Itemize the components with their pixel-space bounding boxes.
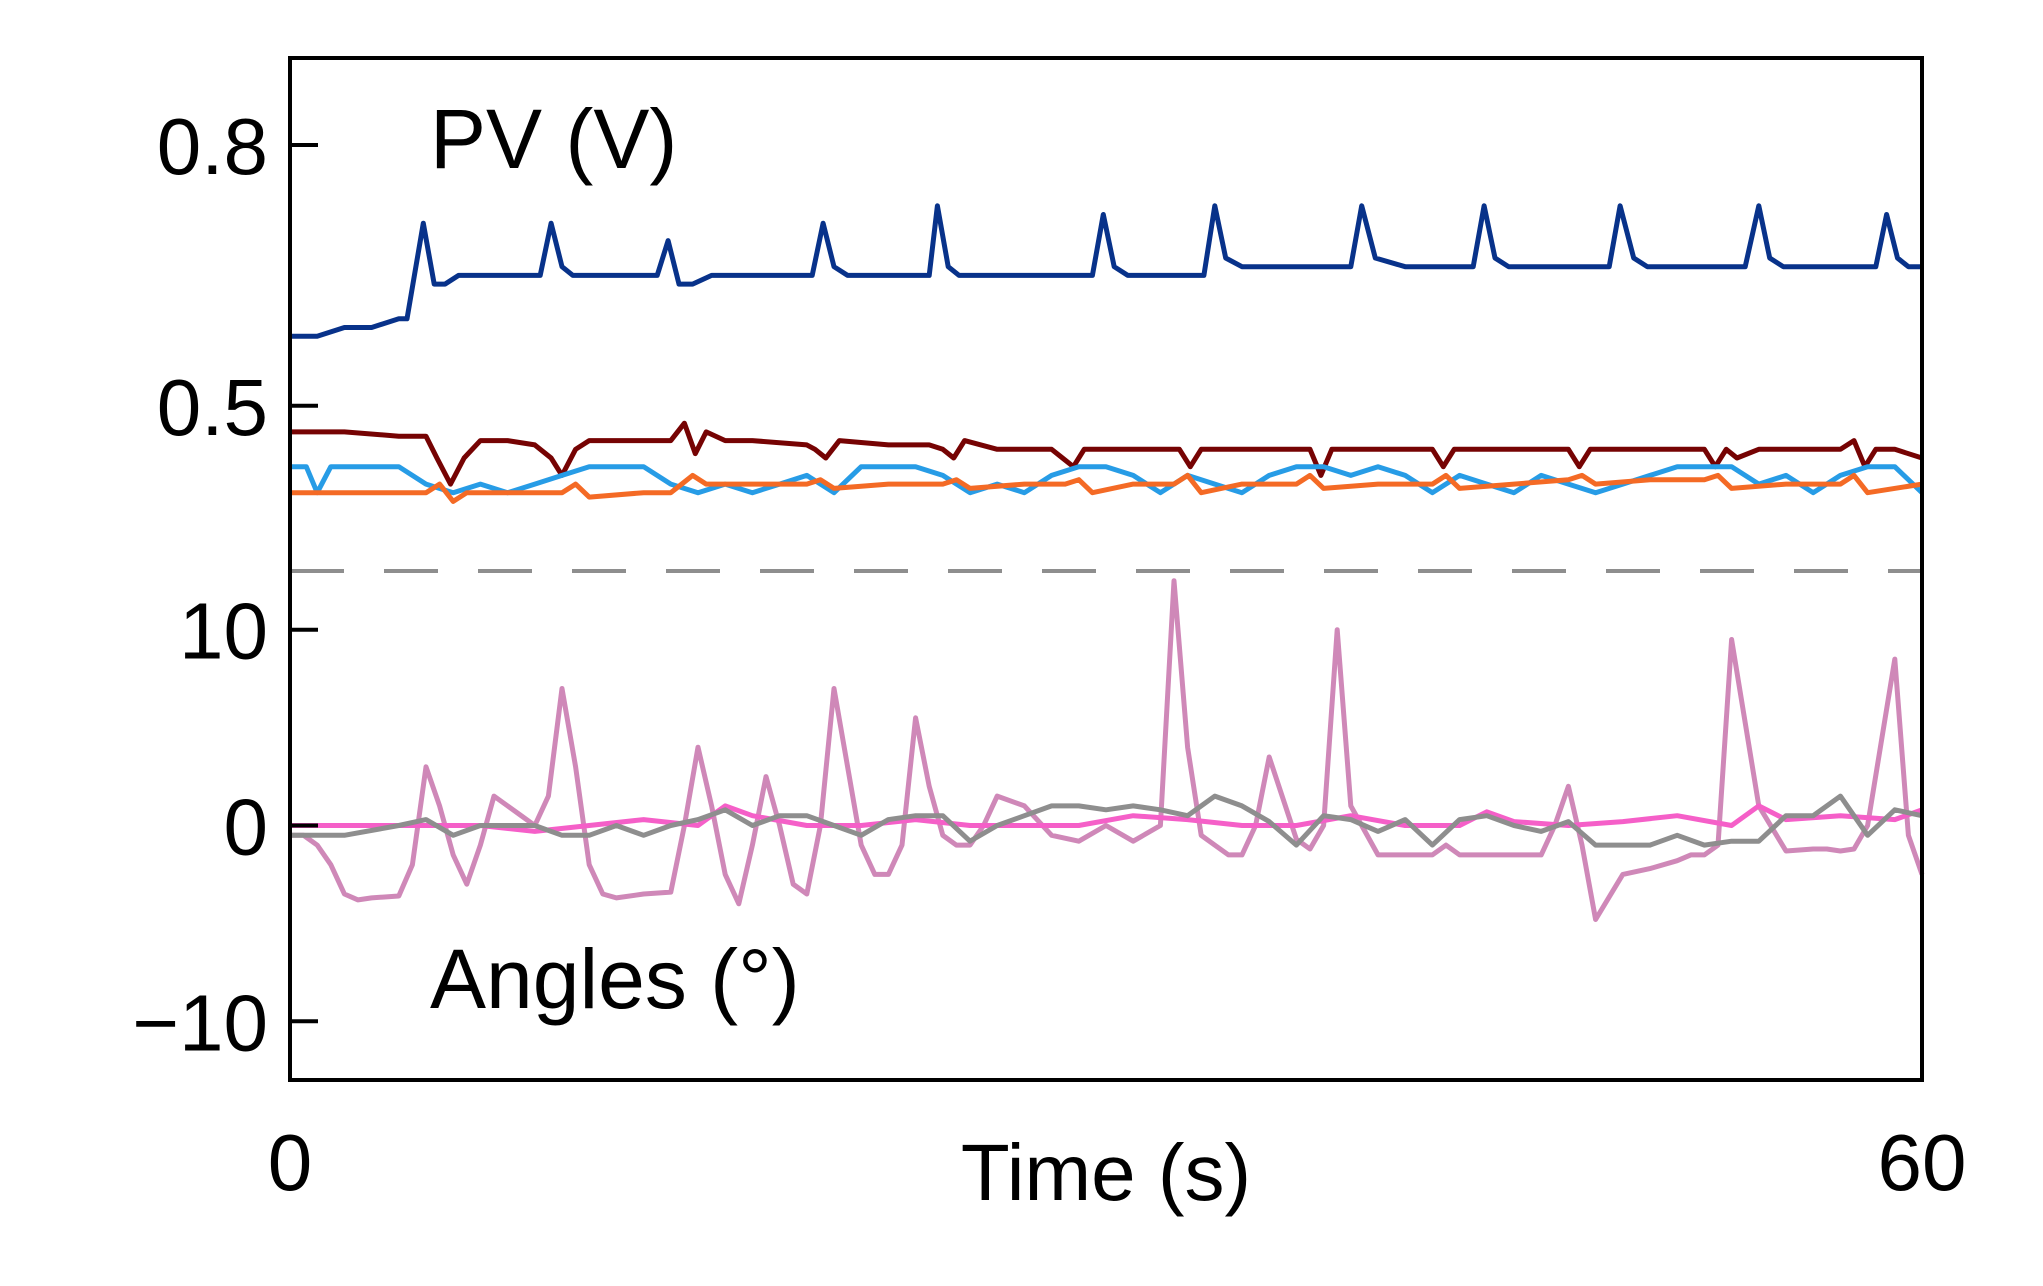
ticks-layer: 0.8 0.5 10 0 −10 bbox=[132, 102, 318, 1067]
x-axis-label: Time (s) bbox=[961, 1128, 1251, 1217]
pv-series-line-4 bbox=[290, 472, 1923, 504]
angles-panel-label: Angles (°) bbox=[430, 932, 800, 1026]
angles-series-line-1 bbox=[290, 578, 1925, 922]
pv-panel-label: PV (V) bbox=[430, 92, 677, 186]
pv-y-tick-label-1: 0.8 bbox=[157, 102, 268, 191]
pv-series-line-1 bbox=[290, 203, 1922, 339]
angles-y-tick-label-2: 0 bbox=[224, 783, 269, 872]
x-tick-label-end: 60 bbox=[1878, 1118, 1967, 1207]
series-layer bbox=[290, 203, 1925, 922]
x-tick-label-start: 0 bbox=[268, 1118, 313, 1207]
angles-series-line-2 bbox=[290, 803, 1923, 834]
pv-y-tick-label-2: 0.5 bbox=[157, 363, 268, 452]
angles-y-tick-label-3: −10 bbox=[132, 978, 268, 1067]
angles-series-line-3 bbox=[290, 793, 1923, 848]
pv-series-line-2 bbox=[290, 420, 1923, 487]
angles-y-tick-label-1: 10 bbox=[179, 587, 268, 676]
plot-frame bbox=[288, 56, 1924, 1082]
